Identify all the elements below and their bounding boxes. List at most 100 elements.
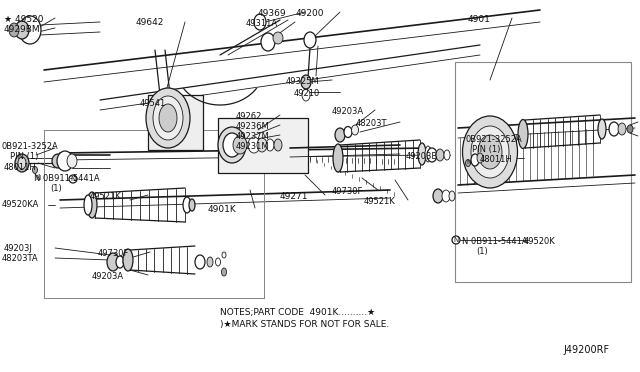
Ellipse shape	[274, 139, 282, 151]
Text: 49203B: 49203B	[406, 152, 438, 161]
Text: J49200RF: J49200RF	[564, 345, 610, 355]
Text: 49730F: 49730F	[332, 187, 364, 196]
Bar	[218, 118, 308, 173]
Ellipse shape	[116, 256, 124, 268]
Ellipse shape	[471, 154, 479, 166]
Text: ★ 49520: ★ 49520	[4, 15, 44, 24]
Ellipse shape	[123, 249, 133, 271]
Ellipse shape	[218, 127, 246, 163]
Ellipse shape	[463, 116, 518, 188]
Text: 48203TA: 48203TA	[2, 254, 38, 263]
Ellipse shape	[207, 257, 213, 267]
Ellipse shape	[609, 122, 619, 136]
Text: 49642: 49642	[136, 18, 164, 27]
Ellipse shape	[301, 75, 311, 89]
Ellipse shape	[351, 125, 358, 135]
Bar	[455, 62, 631, 282]
Text: 49520KA: 49520KA	[2, 200, 40, 209]
Ellipse shape	[15, 154, 29, 172]
Ellipse shape	[159, 104, 177, 132]
Ellipse shape	[598, 119, 606, 139]
Text: 49237M: 49237M	[236, 132, 269, 141]
Ellipse shape	[153, 96, 183, 140]
Text: 4901K: 4901K	[208, 205, 237, 214]
Text: 49203A: 49203A	[332, 107, 364, 116]
Text: 49325M: 49325M	[286, 77, 319, 86]
Ellipse shape	[477, 153, 483, 163]
Ellipse shape	[418, 143, 426, 165]
Ellipse shape	[261, 33, 275, 51]
Ellipse shape	[52, 154, 64, 168]
Text: 49231M: 49231M	[236, 142, 269, 151]
Text: 49521K: 49521K	[90, 192, 122, 201]
Ellipse shape	[9, 23, 19, 37]
Text: (1): (1)	[476, 247, 488, 256]
Ellipse shape	[433, 189, 443, 203]
Ellipse shape	[123, 257, 129, 267]
Text: 4929BM: 4929BM	[4, 25, 40, 34]
Ellipse shape	[442, 190, 450, 202]
Text: 0B921-3252A: 0B921-3252A	[2, 142, 59, 151]
Text: 49210: 49210	[294, 89, 320, 98]
Ellipse shape	[189, 199, 195, 211]
Ellipse shape	[449, 191, 455, 201]
Ellipse shape	[266, 139, 274, 151]
Ellipse shape	[146, 88, 190, 148]
Ellipse shape	[84, 195, 92, 215]
Text: 49541: 49541	[140, 99, 166, 108]
Text: 48011H: 48011H	[480, 155, 513, 164]
Ellipse shape	[107, 253, 119, 271]
Text: N: N	[453, 237, 459, 243]
Text: 49200: 49200	[296, 9, 324, 18]
Ellipse shape	[221, 268, 227, 276]
Ellipse shape	[69, 175, 77, 183]
Text: 49203A: 49203A	[92, 272, 124, 281]
Text: 49271: 49271	[280, 192, 308, 201]
Text: N: N	[467, 160, 472, 166]
Text: (1): (1)	[50, 184, 61, 193]
Bar	[44, 130, 264, 298]
Text: PIN (1): PIN (1)	[472, 145, 500, 154]
Ellipse shape	[15, 21, 29, 39]
Text: 49369: 49369	[258, 9, 287, 18]
Text: 48011H: 48011H	[4, 163, 36, 172]
Ellipse shape	[33, 167, 38, 173]
Text: NOTES;PART CODE  4901K..........★: NOTES;PART CODE 4901K..........★	[220, 308, 375, 317]
Ellipse shape	[344, 126, 352, 138]
Text: N: N	[35, 175, 40, 181]
Text: 49203J: 49203J	[4, 244, 33, 253]
Ellipse shape	[627, 125, 633, 133]
Ellipse shape	[478, 135, 502, 169]
Ellipse shape	[216, 258, 221, 266]
Ellipse shape	[436, 149, 444, 161]
Text: N 0B911-5441A: N 0B911-5441A	[462, 237, 527, 246]
Ellipse shape	[222, 252, 226, 258]
Ellipse shape	[471, 126, 509, 178]
Bar	[44, 130, 264, 298]
Ellipse shape	[19, 16, 41, 44]
Ellipse shape	[444, 150, 450, 160]
Ellipse shape	[618, 123, 626, 135]
Ellipse shape	[223, 133, 241, 157]
Text: 4901: 4901	[468, 15, 491, 24]
Text: PIN (1): PIN (1)	[10, 152, 38, 161]
Ellipse shape	[427, 148, 437, 162]
Bar	[148, 95, 203, 150]
Ellipse shape	[57, 151, 73, 171]
Ellipse shape	[254, 14, 266, 30]
Ellipse shape	[452, 236, 460, 244]
Ellipse shape	[257, 138, 267, 152]
Ellipse shape	[67, 154, 77, 168]
Ellipse shape	[273, 32, 283, 44]
Text: 49311A: 49311A	[246, 19, 278, 28]
Ellipse shape	[195, 255, 205, 269]
Ellipse shape	[233, 136, 247, 154]
Ellipse shape	[304, 32, 316, 48]
Text: 49236M: 49236M	[236, 122, 269, 131]
Ellipse shape	[333, 144, 343, 172]
Ellipse shape	[183, 197, 191, 213]
Ellipse shape	[518, 119, 528, 148]
Ellipse shape	[248, 137, 260, 153]
Text: 0B921-3252A: 0B921-3252A	[466, 135, 523, 144]
Ellipse shape	[335, 128, 345, 142]
